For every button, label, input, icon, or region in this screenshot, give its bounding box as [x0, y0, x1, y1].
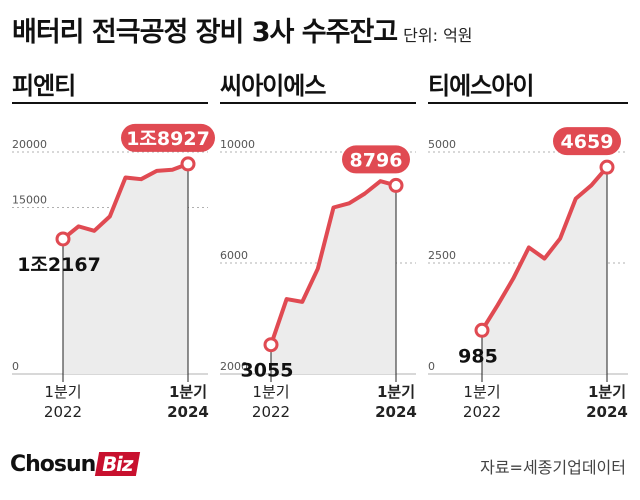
panel-title-rule-3 [428, 102, 628, 104]
chart2-x-label-0-line1: 1분기 [252, 383, 289, 401]
chart3-start-marker [474, 322, 490, 338]
source-note: 자료=세종기업데이터 [480, 458, 626, 477]
logo-accent-text: Biz [95, 452, 141, 476]
chart2-x-label-1-line2: 2024 [375, 403, 417, 421]
title-text: 배터리 전극공정 장비 3사 수주잔고 [12, 17, 398, 48]
panel-title-3: 티에스아이 [428, 72, 534, 100]
chosunbiz-logo: Chosun Biz [10, 452, 141, 477]
panel-title-rule-2 [220, 102, 416, 104]
panel-title-rule-1 [12, 102, 208, 104]
chart3-end-value-label: 4659 [561, 131, 614, 153]
chart2-start-marker [263, 337, 279, 353]
chart3-tick-label-1: 2500 [428, 249, 456, 262]
chart1-tick-label-2: 0 [12, 360, 19, 373]
chart3-start-value-label: 985 [458, 345, 498, 367]
chart3-series-line [480, 165, 609, 333]
chart1-end-value-label: 1조8927 [126, 128, 210, 150]
chart1-end-marker [180, 156, 196, 172]
page-title: 배터리 전극공정 장비 3사 수주잔고 단위: 억원 [12, 10, 473, 49]
chart1-x-label-0-line1: 1분기 [44, 383, 81, 401]
chart1-start-marker [55, 231, 71, 247]
panel-title-1: 피엔티 [12, 72, 76, 100]
chart3-x-label-0-line2: 2022 [463, 403, 501, 421]
unit-label: 단위: 억원 [403, 26, 473, 45]
chart1-area-fill [63, 163, 188, 374]
chart2-x-label-0-line2: 2022 [252, 403, 290, 421]
chart2-end-value-label: 8796 [350, 149, 403, 171]
chart1-tick-label-0: 20000 [12, 138, 47, 151]
chart3-tick-label-2: 0 [428, 360, 435, 373]
chart3-tick-label-0: 5000 [428, 138, 456, 151]
chart1-x-label-0-line2: 2022 [44, 403, 82, 421]
panel-title-2: 씨아이에스 [220, 72, 326, 100]
chart3-end-marker [599, 159, 615, 175]
chart1-tick-label-1: 15000 [12, 194, 47, 207]
chart3-x-label-1-line2: 2024 [586, 403, 628, 421]
chart2-tick-label-0: 10000 [220, 138, 255, 151]
chart2-tick-label-1: 6000 [220, 249, 248, 262]
chart1-start-value-label: 1조2167 [17, 254, 101, 276]
chart3-end-value-badge [553, 127, 621, 156]
chart1-series-line [61, 161, 190, 241]
chart2-start-value-label: 3055 [241, 360, 294, 382]
chart2-series-line [269, 179, 398, 347]
chart2-area-fill [271, 181, 396, 374]
chart2-tick-label-2: 2000 [220, 360, 248, 373]
chart3-area-fill [482, 167, 607, 374]
chart2-x-label-1-line1: 1분기 [377, 383, 415, 401]
chart2-end-value-badge [342, 145, 410, 174]
logo-main-text: Chosun [10, 452, 96, 477]
chart2-end-marker [388, 177, 404, 193]
chart3-x-label-0-line1: 1분기 [463, 383, 500, 401]
chart3-x-label-1-line1: 1분기 [588, 383, 626, 401]
chart1-x-label-1-line2: 2024 [167, 403, 209, 421]
chart1-x-label-1-line1: 1분기 [169, 383, 207, 401]
chart1-end-value-badge [121, 123, 215, 152]
